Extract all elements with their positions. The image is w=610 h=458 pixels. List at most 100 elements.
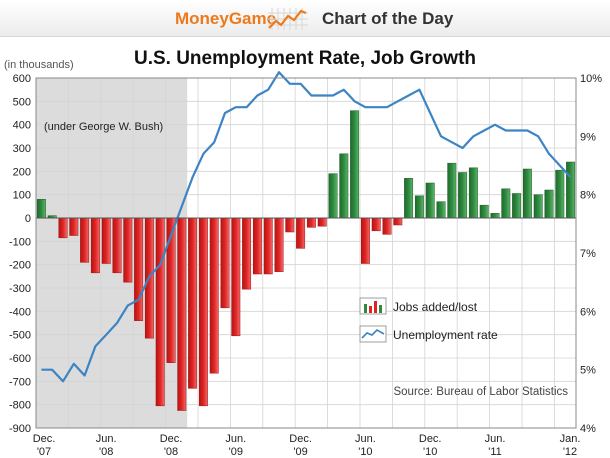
jobs-bar xyxy=(90,217,100,274)
jobs-bar xyxy=(285,217,295,233)
x-tick-label: Dec. xyxy=(419,433,442,445)
jobs-bar xyxy=(490,213,500,219)
left-tick-label: 200 xyxy=(13,166,31,178)
jobs-bar xyxy=(231,217,241,337)
left-axis-label: (in thousands) xyxy=(4,59,74,71)
x-tick-label: Dec. xyxy=(160,433,183,445)
jobs-bar xyxy=(501,188,511,219)
jobs-bar xyxy=(360,217,370,264)
x-tick-label: Dec. xyxy=(33,433,56,445)
source-note: Source: Bureau of Labor Statistics xyxy=(393,386,568,398)
left-tick-label: -600 xyxy=(9,353,31,365)
jobs-bar xyxy=(80,217,90,263)
left-tick-label: -500 xyxy=(9,330,31,342)
jobs-bar xyxy=(36,199,46,219)
x-tick-label: Jun. xyxy=(485,433,506,445)
jobs-bar xyxy=(479,204,489,219)
legend-jobs-swatch-bar xyxy=(364,304,367,313)
x-tick-label: '09 xyxy=(229,446,243,458)
jobs-bar xyxy=(188,217,198,389)
jobs-bar xyxy=(220,217,230,309)
x-tick-label: Jan. xyxy=(560,433,581,445)
jobs-bar xyxy=(317,217,327,227)
left-tick-label: 600 xyxy=(13,73,31,85)
right-axis-ticks: 10% 9% 8% 7% 6% 5% 4% xyxy=(580,73,602,435)
jobs-bar xyxy=(522,168,532,219)
jobs-bar xyxy=(393,217,403,226)
right-tick-label: 6% xyxy=(580,306,596,318)
jobs-bar xyxy=(58,217,68,239)
legend-rate-swatch-line xyxy=(361,329,385,339)
left-tick-label: -800 xyxy=(9,400,31,412)
left-tick-label: -300 xyxy=(9,283,31,295)
left-tick-label: -400 xyxy=(9,306,31,318)
right-tick-label: 7% xyxy=(580,248,596,260)
jobs-bar xyxy=(447,162,457,219)
jobs-bar xyxy=(382,217,392,235)
left-tick-label: 100 xyxy=(13,190,31,202)
jobs-bar xyxy=(533,194,543,219)
jobs-bar xyxy=(425,182,435,219)
jobs-bar xyxy=(242,217,252,290)
legend-jobs-swatch-bar xyxy=(369,306,372,313)
jobs-bar xyxy=(274,217,284,272)
x-tick-label: '09 xyxy=(293,446,307,458)
jobs-bar xyxy=(404,178,414,219)
jobs-bar xyxy=(371,217,381,232)
jobs-bar xyxy=(458,172,468,219)
x-tick-label: Jun. xyxy=(355,433,376,445)
jobs-bar xyxy=(252,217,262,275)
x-tick-label: Dec. xyxy=(289,433,312,445)
jobs-bar xyxy=(134,217,144,321)
jobs-bar xyxy=(166,217,176,363)
right-tick-label: 5% xyxy=(580,365,596,377)
jobs-bar xyxy=(566,161,576,219)
jobs-bar xyxy=(328,173,338,219)
legend: Jobs added/lost Unemployment rate xyxy=(359,297,498,343)
jobs-bar xyxy=(123,217,133,283)
chart-title: U.S. Unemployment Rate, Job Growth xyxy=(134,48,476,69)
jobs-bar xyxy=(436,201,446,219)
jobs-bar xyxy=(101,217,111,264)
jobs-bar xyxy=(339,153,349,219)
jobs-bar xyxy=(512,193,522,219)
right-tick-label: 9% xyxy=(580,131,596,143)
jobs-bar xyxy=(414,195,424,219)
header-bar: MoneyGame Chart of the Day xyxy=(0,0,610,37)
left-tick-label: 0 xyxy=(25,213,31,225)
x-axis-ticks: Dec.'07Jun.'08Dec.'08Jun.'09Dec.'09Jun.'… xyxy=(33,433,581,458)
jobs-bar xyxy=(306,217,316,228)
rising-line-chart-icon xyxy=(268,8,308,30)
unemployment-line-group xyxy=(41,71,572,383)
jobs-bar xyxy=(69,217,79,236)
left-tick-label: -200 xyxy=(9,260,31,272)
unemployment-rate-line xyxy=(41,71,572,383)
x-tick-label: '08 xyxy=(164,446,178,458)
jobs-bar xyxy=(468,167,478,219)
shaded-region-label: (under George W. Bush) xyxy=(44,121,163,133)
chart-of-the-day-label: Chart of the Day xyxy=(322,9,454,28)
left-tick-label: -900 xyxy=(9,423,31,435)
left-tick-label: 500 xyxy=(13,96,31,108)
x-tick-label: Jun. xyxy=(225,433,246,445)
legend-jobs-swatch-bar xyxy=(379,305,382,313)
x-tick-label: '10 xyxy=(423,446,437,458)
jobs-bar xyxy=(296,217,306,249)
jobs-bar xyxy=(177,217,187,411)
jobs-bar xyxy=(198,217,208,407)
x-tick-label: '08 xyxy=(99,446,113,458)
jobs-bar xyxy=(209,217,219,374)
jobs-bar xyxy=(555,169,565,219)
right-tick-label: 8% xyxy=(580,190,596,202)
jobs-bar xyxy=(112,217,122,274)
right-tick-label: 10% xyxy=(580,73,602,85)
left-axis-ticks: 600 500 400 300 200 100 0 -100 -200 -300 -400 -500 -… xyxy=(9,73,31,435)
unemployment-job-growth-chart: 600 500 400 300 200 100 0 -100 -200 -300 -400 -500 -… xyxy=(4,48,602,458)
x-tick-label: '11 xyxy=(488,446,502,458)
left-tick-label: 400 xyxy=(13,120,31,132)
right-tick-label: 4% xyxy=(580,423,596,435)
jobs-bar xyxy=(263,217,273,275)
legend-rate-label: Unemployment rate xyxy=(393,328,498,342)
left-tick-label: 300 xyxy=(13,143,31,155)
jobs-bar xyxy=(350,110,360,219)
